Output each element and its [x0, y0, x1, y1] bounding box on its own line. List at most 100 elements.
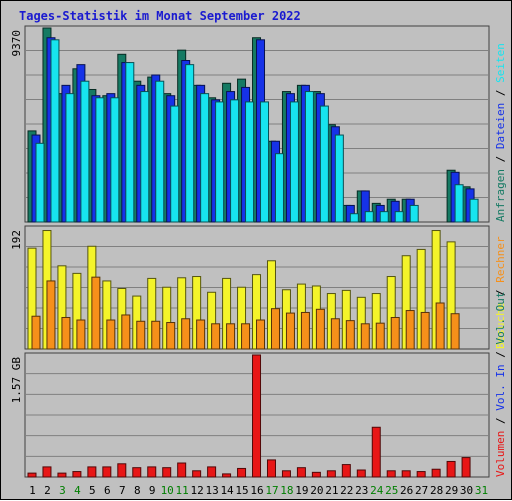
legend-separator: /	[494, 149, 507, 169]
bar-volume-volumen-day-12	[192, 470, 202, 478]
bar-visits-rechner-day-26	[405, 310, 415, 350]
bar-volume-volumen-day-20	[311, 471, 321, 478]
bar-volume-volumen-day-30	[461, 457, 471, 478]
bar-visits-rechner-day-28	[435, 302, 445, 350]
legend-entry: Seiten	[494, 43, 507, 83]
bar-visits-rechner-day-20	[315, 308, 325, 350]
bar-visits-rechner-day-2	[46, 280, 56, 350]
bar-visits-rechner-day-29	[450, 313, 460, 350]
x-tick-label: 14	[220, 484, 234, 497]
bar-hits-seiten-day-3	[65, 93, 75, 223]
bar-hits-seiten-day-26	[409, 204, 419, 223]
bar-hits-seiten-day-4	[80, 80, 90, 223]
bar-visits-rechner-day-11	[181, 318, 191, 350]
bar-hits-seiten-day-9	[155, 80, 165, 223]
bar-visits-rechner-day-27	[420, 311, 430, 350]
bar-volume-volumen-day-1	[27, 472, 37, 478]
x-tick-label: 30	[460, 484, 473, 497]
x-tick-label: 31	[475, 484, 488, 497]
legend-entry: Vol. In	[494, 364, 507, 410]
bar-visits-rechner-day-6	[106, 319, 116, 350]
bar-visits-rechner-day-12	[196, 319, 206, 350]
x-tick-label: 26	[400, 484, 413, 497]
bar-hits-seiten-day-1	[35, 142, 45, 223]
bar-hits-seiten-day-14	[230, 99, 240, 223]
bar-hits-seiten-day-18	[289, 101, 299, 223]
bar-volume-volumen-day-5	[87, 466, 97, 478]
x-tick-label: 16	[250, 484, 263, 497]
bar-hits-seiten-day-29	[454, 184, 464, 223]
bar-volume-volumen-day-7	[117, 463, 127, 478]
x-tick-label: 1	[29, 484, 36, 497]
bar-visits-rechner-day-21	[330, 318, 340, 350]
bar-visits-rechner-day-9	[151, 320, 161, 350]
legend-entry: Besuche	[494, 303, 507, 349]
legend-entry: Vol. Out	[494, 292, 507, 345]
bar-volume-volumen-day-17	[266, 459, 276, 478]
bar-hits-seiten-day-13	[215, 101, 225, 223]
bar-volume-volumen-day-10	[162, 467, 172, 478]
bar-volume-volumen-day-8	[132, 467, 142, 478]
bar-volume-volumen-day-16	[252, 354, 262, 478]
panel-hits: 9370 Anfragen / Dateien / Seiten	[10, 25, 507, 223]
bar-hits-seiten-day-22	[349, 213, 359, 223]
bar-hits-seiten-day-15	[245, 101, 255, 223]
x-tick-label: 13	[205, 484, 218, 497]
bar-hits-seiten-day-5	[95, 97, 105, 223]
bar-volume-volumen-day-23	[356, 469, 366, 478]
bar-visits-rechner-day-19	[300, 311, 310, 350]
x-tick-label: 21	[325, 484, 338, 497]
bar-visits-rechner-day-3	[61, 316, 71, 350]
x-tick-label: 18	[280, 484, 293, 497]
x-tick-label: 8	[134, 484, 141, 497]
bar-volume-volumen-day-11	[177, 462, 187, 478]
bar-volume-volumen-day-19	[296, 467, 306, 478]
bar-visits-rechner-day-7	[121, 314, 131, 350]
bar-hits-seiten-day-6	[110, 97, 120, 223]
bar-volume-volumen-day-28	[431, 468, 441, 478]
x-tick-label: 6	[104, 484, 111, 497]
legend-entry: Anfragen	[494, 169, 507, 222]
x-tick-label: 4	[74, 484, 81, 497]
bar-volume-volumen-day-26	[401, 470, 411, 478]
bar-hits-seiten-day-11	[185, 64, 195, 223]
bar-visits-rechner-day-17	[270, 308, 280, 350]
panel-volume: 1.57 GB Volumen / Vol. In / Vol. Out	[10, 292, 507, 478]
bar-hits-seiten-day-8	[140, 91, 150, 223]
chart-title: Tages-Statistik im Monat September 2022	[19, 9, 301, 23]
bar-visits-rechner-day-1	[31, 315, 41, 350]
bar-volume-volumen-day-3	[57, 472, 67, 478]
x-tick-label: 28	[430, 484, 443, 497]
bar-visits-rechner-day-24	[375, 322, 385, 350]
x-tick-label: 7	[119, 484, 126, 497]
bar-hits-seiten-day-23	[364, 211, 374, 223]
x-tick-label: 11	[176, 484, 189, 497]
bar-hits-seiten-day-20	[319, 105, 329, 223]
bar-visits-rechner-day-16	[256, 319, 266, 350]
x-tick-label: 19	[295, 484, 308, 497]
legend-visits: Besuche / Rechner	[494, 236, 507, 349]
x-tick-label: 10	[161, 484, 174, 497]
legend-hits: Anfragen / Dateien / Seiten	[494, 43, 507, 222]
bar-visits-rechner-day-10	[166, 322, 176, 350]
bar-hits-seiten-day-19	[304, 91, 314, 223]
bar-volume-volumen-day-14	[222, 473, 232, 478]
bar-visits-rechner-day-4	[76, 319, 86, 350]
bar-hits-seiten-day-16	[260, 101, 270, 223]
bar-visits-rechner-day-22	[345, 320, 355, 350]
x-tick-label: 23	[355, 484, 368, 497]
legend-separator: /	[494, 345, 507, 365]
y-max-label: 192	[10, 230, 23, 250]
bar-volume-volumen-day-6	[102, 466, 112, 478]
legend-entry: Dateien	[494, 103, 507, 149]
bar-volume-volumen-day-4	[72, 471, 82, 478]
bar-volume-volumen-day-9	[147, 466, 157, 478]
bar-volume-volumen-day-2	[42, 466, 52, 478]
bar-hits-seiten-day-21	[334, 134, 344, 223]
bar-visits-rechner-day-18	[285, 312, 295, 350]
x-tick-label: 25	[385, 484, 398, 497]
y-max-label: 9370	[10, 30, 23, 57]
y-max-label: 1.57 GB	[10, 357, 23, 404]
x-tick-label: 27	[415, 484, 428, 497]
